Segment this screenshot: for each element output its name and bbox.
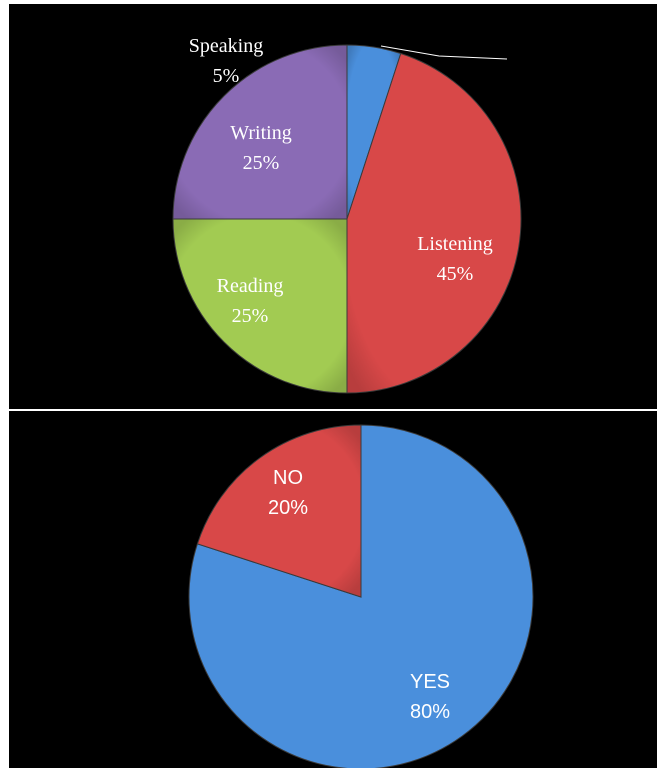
slice-value-speaking: 5%	[213, 65, 240, 87]
yes-no-pie-chart: YES 80% NO 20%	[9, 411, 657, 768]
yes-no-pie-chart-panel: YES 80% NO 20%	[9, 411, 657, 768]
skills-pie-chart-panel: Speaking 5% Listening 45% Reading 25% Writing 2…	[9, 4, 657, 409]
slice-label-writing: Writing	[230, 122, 291, 144]
slice-label-speaking: Speaking	[189, 35, 263, 57]
slice-label-listening: Listening	[417, 233, 493, 255]
slice-value-yes: 80%	[410, 701, 450, 723]
slice-label-reading: Reading	[217, 275, 284, 297]
slice-value-writing: 25%	[243, 152, 280, 174]
slice-label-no: NO	[273, 467, 303, 489]
slice-value-no: 20%	[268, 497, 308, 519]
slice-value-reading: 25%	[232, 305, 269, 327]
slice-value-listening: 45%	[437, 263, 474, 285]
skills-pie-chart: Speaking 5% Listening 45% Reading 25% Writing 2…	[9, 4, 657, 409]
slice-label-yes: YES	[410, 671, 450, 693]
